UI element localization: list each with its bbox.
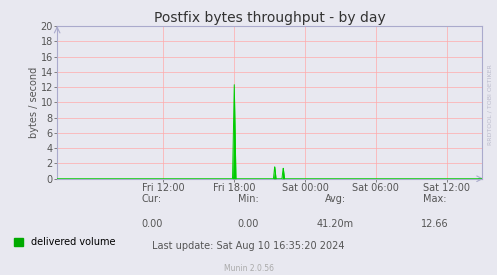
Text: 12.66: 12.66 <box>421 219 449 229</box>
Text: Min:: Min: <box>238 194 259 204</box>
Text: Cur:: Cur: <box>142 194 162 204</box>
Text: 0.00: 0.00 <box>141 219 163 229</box>
Legend: delivered volume: delivered volume <box>10 233 120 251</box>
Y-axis label: bytes / second: bytes / second <box>29 67 39 138</box>
Text: 41.20m: 41.20m <box>317 219 354 229</box>
Title: Postfix bytes throughput - by day: Postfix bytes throughput - by day <box>154 11 386 25</box>
Text: Last update: Sat Aug 10 16:35:20 2024: Last update: Sat Aug 10 16:35:20 2024 <box>152 241 345 251</box>
Text: Munin 2.0.56: Munin 2.0.56 <box>224 264 273 273</box>
Text: Avg:: Avg: <box>325 194 346 204</box>
Text: RRDTOOL / TOBI OETIKER: RRDTOOL / TOBI OETIKER <box>487 64 492 145</box>
Text: 0.00: 0.00 <box>238 219 259 229</box>
Text: Max:: Max: <box>423 194 447 204</box>
